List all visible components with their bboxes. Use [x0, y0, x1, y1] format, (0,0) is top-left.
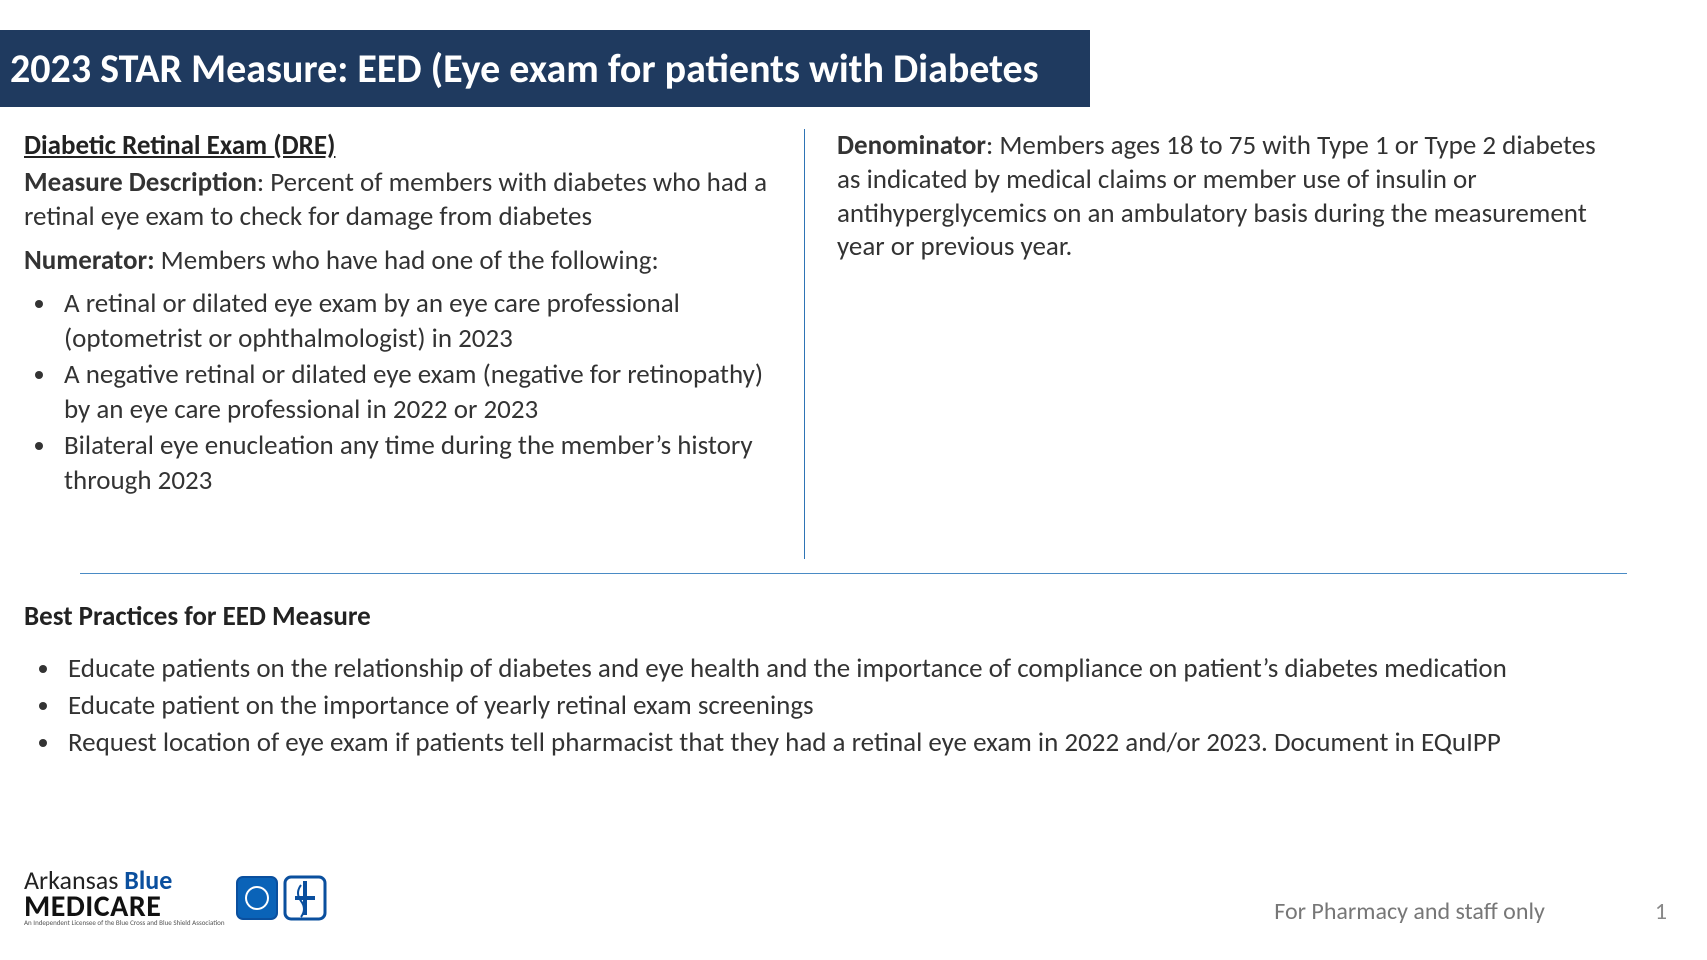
right-column: Denominator: Members ages 18 to 75 with …	[805, 129, 1625, 559]
numerator-intro: Numerator: Members who have had one of t…	[24, 244, 776, 278]
two-column-region: Diabetic Retinal Exam (DRE) Measure Desc…	[24, 129, 1683, 559]
numerator-bullet-1: A retinal or dilated eye exam by an eye …	[58, 287, 776, 356]
numerator-bullets: A retinal or dilated eye exam by an eye …	[58, 287, 776, 498]
bullet2-prefix: A	[64, 358, 86, 391]
logo-subtext: An Independent Licensee of the Blue Cros…	[24, 920, 225, 926]
denominator-label: Denominator	[837, 129, 986, 162]
numerator-bullet-2: A negative retinal or dilated eye exam (…	[58, 358, 776, 427]
numerator-label: Numerator:	[24, 244, 155, 277]
measure-description-label: Measure Description	[24, 166, 257, 199]
horizontal-rule	[80, 573, 1627, 574]
numerator-intro-text: Members who have had one of the followin…	[155, 244, 659, 277]
numerator-bullet-3: Bilateral eye enucleation any time durin…	[58, 429, 776, 498]
dre-heading: Diabetic Retinal Exam (DRE)	[24, 129, 776, 162]
best-practices-heading: Best Practices for EED Measure	[24, 600, 1677, 633]
logo-line2: MEDICARE	[24, 893, 225, 920]
denominator: Denominator: Members ages 18 to 75 with …	[837, 129, 1625, 264]
bp-bullet-3: Request location of eye exam if patients…	[62, 725, 1677, 760]
page-number: 1	[1655, 897, 1667, 926]
slide: 2023 STAR Measure: EED (Eye exam for pat…	[0, 0, 1707, 960]
slide-title: 2023 STAR Measure: EED (Eye exam for pat…	[0, 30, 1090, 107]
footer-right: For Pharmacy and staff only 1	[1274, 897, 1667, 926]
best-practices-section: Best Practices for EED Measure Educate p…	[24, 600, 1677, 760]
logo: Arkansas Blue MEDICARE An Independent Li…	[24, 869, 329, 926]
bp-bullet-1: Educate patients on the relationship of …	[62, 651, 1677, 686]
footer-note: For Pharmacy and staff only	[1274, 897, 1545, 926]
left-column: Diabetic Retinal Exam (DRE) Measure Desc…	[24, 129, 804, 559]
slide-footer: Arkansas Blue MEDICARE An Independent Li…	[24, 869, 1667, 926]
bullet2-italic: negative	[86, 358, 179, 391]
measure-description: Measure Description: Percent of members …	[24, 166, 776, 234]
logo-text: Arkansas Blue MEDICARE An Independent Li…	[24, 869, 225, 926]
best-practices-bullets: Educate patients on the relationship of …	[62, 651, 1677, 760]
bp-bullet-2: Educate patient on the importance of yea…	[62, 688, 1677, 723]
bcbs-shields-icon	[233, 871, 329, 925]
